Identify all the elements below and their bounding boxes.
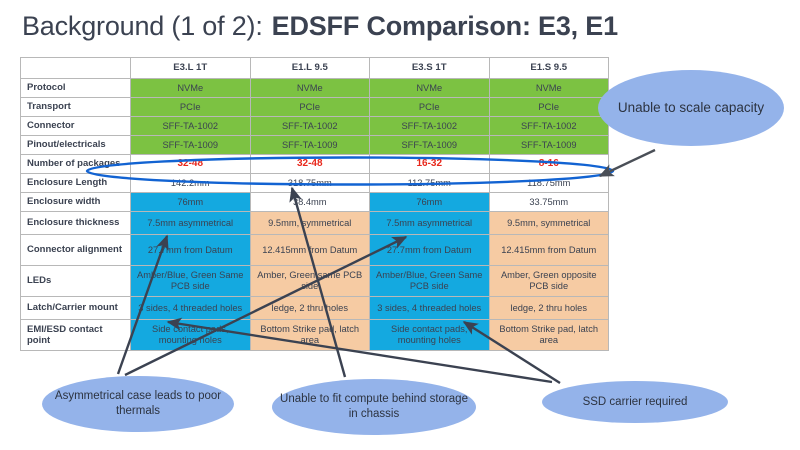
table-cell: 318.75mm [249, 173, 370, 193]
table-cell: 142.2mm [130, 173, 251, 193]
table-cell: Amber/Blue, Green Same PCB side [130, 265, 251, 297]
row-label: Enclosure width [20, 192, 131, 212]
row-label: Number of packages [20, 154, 131, 174]
row-label: EMI/ESD contact point [20, 319, 131, 351]
callout-ssd-carrier-required: SSD carrier required [542, 381, 728, 423]
table-cell: SFF-TA-1002 [249, 116, 370, 136]
table-row: Latch/Carrier mount 3 sides, 4 threaded h… [20, 296, 609, 320]
table-cell: 32-48 [130, 154, 251, 174]
table-cell: PCIe [249, 97, 370, 117]
table-cell: 3 sides, 4 threaded holes [130, 296, 251, 320]
table-cell: 32-48 [249, 154, 370, 174]
table-cell: 38.4mm [249, 192, 370, 212]
table-row: Enclosure width 76mm 38.4mm 76mm 33.75mm [20, 192, 609, 212]
table-cell: 27.7mm from Datum [369, 234, 490, 266]
column-header-e1l95: E1.L 9.5 [249, 57, 370, 79]
table-cell: Amber, Green opposite PCB side [488, 265, 609, 297]
table-row: Enclosure Length 142.2mm 318.75mm 112.75mm 1… [20, 173, 609, 193]
table-cell: 112.75mm [369, 173, 490, 193]
row-label: Transport [20, 97, 131, 117]
table-cell: PCIe [488, 97, 609, 117]
edsff-comparison-table: E3.L 1T E1.L 9.5 E3.S 1T E1.S 9.5 Protoc… [20, 57, 609, 351]
table-cell: SFF-TA-1009 [130, 135, 251, 155]
table-cell: ledge, 2 thru holes [249, 296, 370, 320]
table-cell: NVMe [369, 78, 490, 98]
column-header-e3l1t: E3.L 1T [130, 57, 251, 79]
table-cell: 33.75mm [488, 192, 609, 212]
table-cell: PCIe [130, 97, 251, 117]
table-row: Connector alignment 27.7mm from Datum 12.4… [20, 234, 609, 266]
table-cell: Side contact pads, mounting holes [369, 319, 490, 351]
row-label: Connector alignment [20, 234, 131, 266]
page-title: Background (1 of 2): EDSFF Comparison: E… [22, 6, 782, 46]
table-cell: SFF-TA-1002 [130, 116, 251, 136]
column-header-e3s1t: E3.S 1T [369, 57, 490, 79]
callout-unable-to-fit-compute: Unable to fit compute behind storage in … [272, 379, 476, 435]
row-label: Enclosure thickness [20, 211, 131, 235]
table-row: EMI/ESD contact point Side contact pads, … [20, 319, 609, 351]
table-cell: NVMe [488, 78, 609, 98]
row-label: Connector [20, 116, 131, 136]
table-cell: ledge, 2 thru holes [488, 296, 609, 320]
table-cell: 12.415mm from Datum [488, 234, 609, 266]
row-label: LEDs [20, 265, 131, 297]
row-label: Enclosure Length [20, 173, 131, 193]
table-row: Protocol NVMe NVMe NVMe NVMe [20, 78, 609, 98]
table-cell: Amber/Blue, Green Same PCB side [369, 265, 490, 297]
table-row: LEDs Amber/Blue, Green Same PCB side Amber… [20, 265, 609, 297]
row-label: Protocol [20, 78, 131, 98]
page-title-prefix: Background (1 of 2): [22, 10, 263, 41]
table-cell: 118.75mm [488, 173, 609, 193]
table-row: Pinout/electricals SFF-TA-1009 SFF-TA-1009… [20, 135, 609, 155]
table-cell: 9.5mm, symmetrical [488, 211, 609, 235]
table-cell: 7.5mm asymmetrical [130, 211, 251, 235]
table-cell: NVMe [249, 78, 370, 98]
table-cell: 27.7mm from Datum [130, 234, 251, 266]
column-header-e1s95: E1.S 9.5 [488, 57, 609, 79]
table-cell: SFF-TA-1009 [369, 135, 490, 155]
table-row: Connector SFF-TA-1002 SFF-TA-1002 SFF-TA-10… [20, 116, 609, 136]
table-corner-cell [20, 57, 131, 79]
table-cell: 16-32 [369, 154, 490, 174]
table-cell: SFF-TA-1009 [488, 135, 609, 155]
callout-asymmetrical-case: Asymmetrical case leads to poor thermals [42, 376, 234, 432]
callout-unable-to-scale-capacity: Unable to scale capacity [598, 70, 784, 146]
table-cell: SFF-TA-1002 [488, 116, 609, 136]
table-row: Number of packages 32-48 32-48 16-32 8-16 [20, 154, 609, 174]
table-cell: Amber, Green same PCB side [249, 265, 370, 297]
table-cell: 76mm [130, 192, 251, 212]
table-cell: SFF-TA-1009 [249, 135, 370, 155]
table-cell: 3 sides, 4 threaded holes [369, 296, 490, 320]
table-cell: Side contact pads, mounting holes [130, 319, 251, 351]
table-row: Transport PCIe PCIe PCIe PCIe [20, 97, 609, 117]
table-cell: 8-16 [488, 154, 609, 174]
table-cell: 12.415mm from Datum [249, 234, 370, 266]
table-cell: 9.5mm, symmetrical [249, 211, 370, 235]
table-cell: 76mm [369, 192, 490, 212]
table-row: Enclosure thickness 7.5mm asymmetrical 9.5… [20, 211, 609, 235]
table-header-row: E3.L 1T E1.L 9.5 E3.S 1T E1.S 9.5 [20, 57, 609, 79]
row-label: Latch/Carrier mount [20, 296, 131, 320]
table-cell: PCIe [369, 97, 490, 117]
page-title-main: EDSFF Comparison: E3, E1 [271, 10, 618, 41]
table-cell: 7.5mm asymmetrical [369, 211, 490, 235]
table-cell: NVMe [130, 78, 251, 98]
table-cell: SFF-TA-1002 [369, 116, 490, 136]
row-label: Pinout/electricals [20, 135, 131, 155]
table-cell: Bottom Strike pad, latch area [249, 319, 370, 351]
table-cell: Bottom Strike pad, latch area [488, 319, 609, 351]
